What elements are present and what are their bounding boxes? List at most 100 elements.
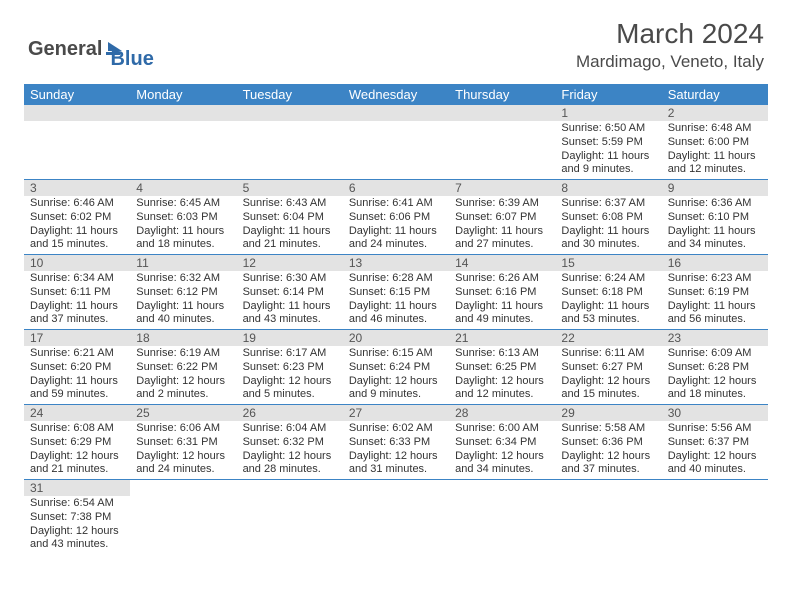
day-header: Thursday xyxy=(449,84,555,105)
daylight-line: Daylight: 11 hours and 15 minutes. xyxy=(30,225,124,253)
sunset-line: Sunset: 7:38 PM xyxy=(30,511,124,525)
day-details: Sunrise: 6:28 AMSunset: 6:15 PMDaylight:… xyxy=(343,271,449,329)
sunset-line: Sunset: 6:08 PM xyxy=(561,211,655,225)
empty-cell xyxy=(662,480,768,555)
day-number: 6 xyxy=(343,180,449,196)
sunset-line: Sunset: 6:27 PM xyxy=(561,361,655,375)
sunrise-line: Sunrise: 5:58 AM xyxy=(561,422,655,436)
day-cell: 15Sunrise: 6:24 AMSunset: 6:18 PMDayligh… xyxy=(555,255,661,330)
daylight-line: Daylight: 11 hours and 40 minutes. xyxy=(136,300,230,328)
sunrise-line: Sunrise: 6:06 AM xyxy=(136,422,230,436)
day-cell: 11Sunrise: 6:32 AMSunset: 6:12 PMDayligh… xyxy=(130,255,236,330)
day-number: 26 xyxy=(237,405,343,421)
day-header: Monday xyxy=(130,84,236,105)
sunrise-line: Sunrise: 6:00 AM xyxy=(455,422,549,436)
day-cell: 26Sunrise: 6:04 AMSunset: 6:32 PMDayligh… xyxy=(237,405,343,480)
daylight-line: Daylight: 11 hours and 30 minutes. xyxy=(561,225,655,253)
sunrise-line: Sunrise: 6:21 AM xyxy=(30,347,124,361)
sunrise-line: Sunrise: 6:19 AM xyxy=(136,347,230,361)
day-cell: 31Sunrise: 6:54 AMSunset: 7:38 PMDayligh… xyxy=(24,480,130,555)
day-cell: 6Sunrise: 6:41 AMSunset: 6:06 PMDaylight… xyxy=(343,180,449,255)
daylight-line: Daylight: 11 hours and 37 minutes. xyxy=(30,300,124,328)
daylight-line: Daylight: 11 hours and 27 minutes. xyxy=(455,225,549,253)
day-number: 10 xyxy=(24,255,130,271)
day-details: Sunrise: 6:02 AMSunset: 6:33 PMDaylight:… xyxy=(343,421,449,479)
daylight-line: Daylight: 11 hours and 56 minutes. xyxy=(668,300,762,328)
day-details: Sunrise: 6:15 AMSunset: 6:24 PMDaylight:… xyxy=(343,346,449,404)
day-details: Sunrise: 6:13 AMSunset: 6:25 PMDaylight:… xyxy=(449,346,555,404)
day-number: 23 xyxy=(662,330,768,346)
sunrise-line: Sunrise: 6:37 AM xyxy=(561,197,655,211)
daylight-line: Daylight: 12 hours and 2 minutes. xyxy=(136,375,230,403)
daylight-line: Daylight: 12 hours and 15 minutes. xyxy=(561,375,655,403)
day-cell: 13Sunrise: 6:28 AMSunset: 6:15 PMDayligh… xyxy=(343,255,449,330)
empty-cell xyxy=(237,105,343,180)
day-cell: 29Sunrise: 5:58 AMSunset: 6:36 PMDayligh… xyxy=(555,405,661,480)
empty-cell xyxy=(343,480,449,555)
daylight-line: Daylight: 12 hours and 34 minutes. xyxy=(455,450,549,478)
daylight-line: Daylight: 11 hours and 34 minutes. xyxy=(668,225,762,253)
day-header: Sunday xyxy=(24,84,130,105)
sunrise-line: Sunrise: 6:43 AM xyxy=(243,197,337,211)
sunset-line: Sunset: 6:00 PM xyxy=(668,136,762,150)
day-number: 24 xyxy=(24,405,130,421)
day-number: 11 xyxy=(130,255,236,271)
sunset-line: Sunset: 6:04 PM xyxy=(243,211,337,225)
sunset-line: Sunset: 6:37 PM xyxy=(668,436,762,450)
day-number: 7 xyxy=(449,180,555,196)
daylight-line: Daylight: 11 hours and 49 minutes. xyxy=(455,300,549,328)
sunrise-line: Sunrise: 6:36 AM xyxy=(668,197,762,211)
day-details: Sunrise: 6:08 AMSunset: 6:29 PMDaylight:… xyxy=(24,421,130,479)
sunset-line: Sunset: 6:11 PM xyxy=(30,286,124,300)
sunset-line: Sunset: 6:28 PM xyxy=(668,361,762,375)
day-number: 5 xyxy=(237,180,343,196)
day-number: 1 xyxy=(555,105,661,121)
sunrise-line: Sunrise: 6:17 AM xyxy=(243,347,337,361)
sunset-line: Sunset: 6:34 PM xyxy=(455,436,549,450)
sunrise-line: Sunrise: 6:28 AM xyxy=(349,272,443,286)
sunrise-line: Sunrise: 6:46 AM xyxy=(30,197,124,211)
day-number: 27 xyxy=(343,405,449,421)
sunrise-line: Sunrise: 6:08 AM xyxy=(30,422,124,436)
day-details: Sunrise: 6:36 AMSunset: 6:10 PMDaylight:… xyxy=(662,196,768,254)
calendar-row: 31Sunrise: 6:54 AMSunset: 7:38 PMDayligh… xyxy=(24,480,768,555)
day-cell: 12Sunrise: 6:30 AMSunset: 6:14 PMDayligh… xyxy=(237,255,343,330)
day-number: 28 xyxy=(449,405,555,421)
day-cell: 5Sunrise: 6:43 AMSunset: 6:04 PMDaylight… xyxy=(237,180,343,255)
daylight-line: Daylight: 11 hours and 21 minutes. xyxy=(243,225,337,253)
day-cell: 27Sunrise: 6:02 AMSunset: 6:33 PMDayligh… xyxy=(343,405,449,480)
daylight-line: Daylight: 12 hours and 9 minutes. xyxy=(349,375,443,403)
day-cell: 20Sunrise: 6:15 AMSunset: 6:24 PMDayligh… xyxy=(343,330,449,405)
daylight-line: Daylight: 12 hours and 43 minutes. xyxy=(30,525,124,553)
sunset-line: Sunset: 6:02 PM xyxy=(30,211,124,225)
day-details: Sunrise: 6:48 AMSunset: 6:00 PMDaylight:… xyxy=(662,121,768,179)
daylight-line: Daylight: 12 hours and 18 minutes. xyxy=(668,375,762,403)
daylight-line: Daylight: 12 hours and 28 minutes. xyxy=(243,450,337,478)
day-cell: 25Sunrise: 6:06 AMSunset: 6:31 PMDayligh… xyxy=(130,405,236,480)
sunrise-line: Sunrise: 6:48 AM xyxy=(668,122,762,136)
day-header: Tuesday xyxy=(237,84,343,105)
day-cell: 19Sunrise: 6:17 AMSunset: 6:23 PMDayligh… xyxy=(237,330,343,405)
calendar-row: 3Sunrise: 6:46 AMSunset: 6:02 PMDaylight… xyxy=(24,180,768,255)
daylight-line: Daylight: 11 hours and 46 minutes. xyxy=(349,300,443,328)
day-details: Sunrise: 6:32 AMSunset: 6:12 PMDaylight:… xyxy=(130,271,236,329)
day-details: Sunrise: 6:41 AMSunset: 6:06 PMDaylight:… xyxy=(343,196,449,254)
day-number: 19 xyxy=(237,330,343,346)
daylight-line: Daylight: 12 hours and 21 minutes. xyxy=(30,450,124,478)
day-cell: 23Sunrise: 6:09 AMSunset: 6:28 PMDayligh… xyxy=(662,330,768,405)
sunset-line: Sunset: 6:03 PM xyxy=(136,211,230,225)
day-number: 30 xyxy=(662,405,768,421)
sunrise-line: Sunrise: 6:02 AM xyxy=(349,422,443,436)
day-cell: 9Sunrise: 6:36 AMSunset: 6:10 PMDaylight… xyxy=(662,180,768,255)
day-details: Sunrise: 6:54 AMSunset: 7:38 PMDaylight:… xyxy=(24,496,130,554)
day-number: 15 xyxy=(555,255,661,271)
calendar-table: SundayMondayTuesdayWednesdayThursdayFrid… xyxy=(24,84,768,554)
sunset-line: Sunset: 6:31 PM xyxy=(136,436,230,450)
day-number: 3 xyxy=(24,180,130,196)
day-cell: 28Sunrise: 6:00 AMSunset: 6:34 PMDayligh… xyxy=(449,405,555,480)
day-details: Sunrise: 6:39 AMSunset: 6:07 PMDaylight:… xyxy=(449,196,555,254)
day-details: Sunrise: 6:26 AMSunset: 6:16 PMDaylight:… xyxy=(449,271,555,329)
daylight-line: Daylight: 12 hours and 31 minutes. xyxy=(349,450,443,478)
month-title: March 2024 xyxy=(576,18,764,50)
sunset-line: Sunset: 6:14 PM xyxy=(243,286,337,300)
